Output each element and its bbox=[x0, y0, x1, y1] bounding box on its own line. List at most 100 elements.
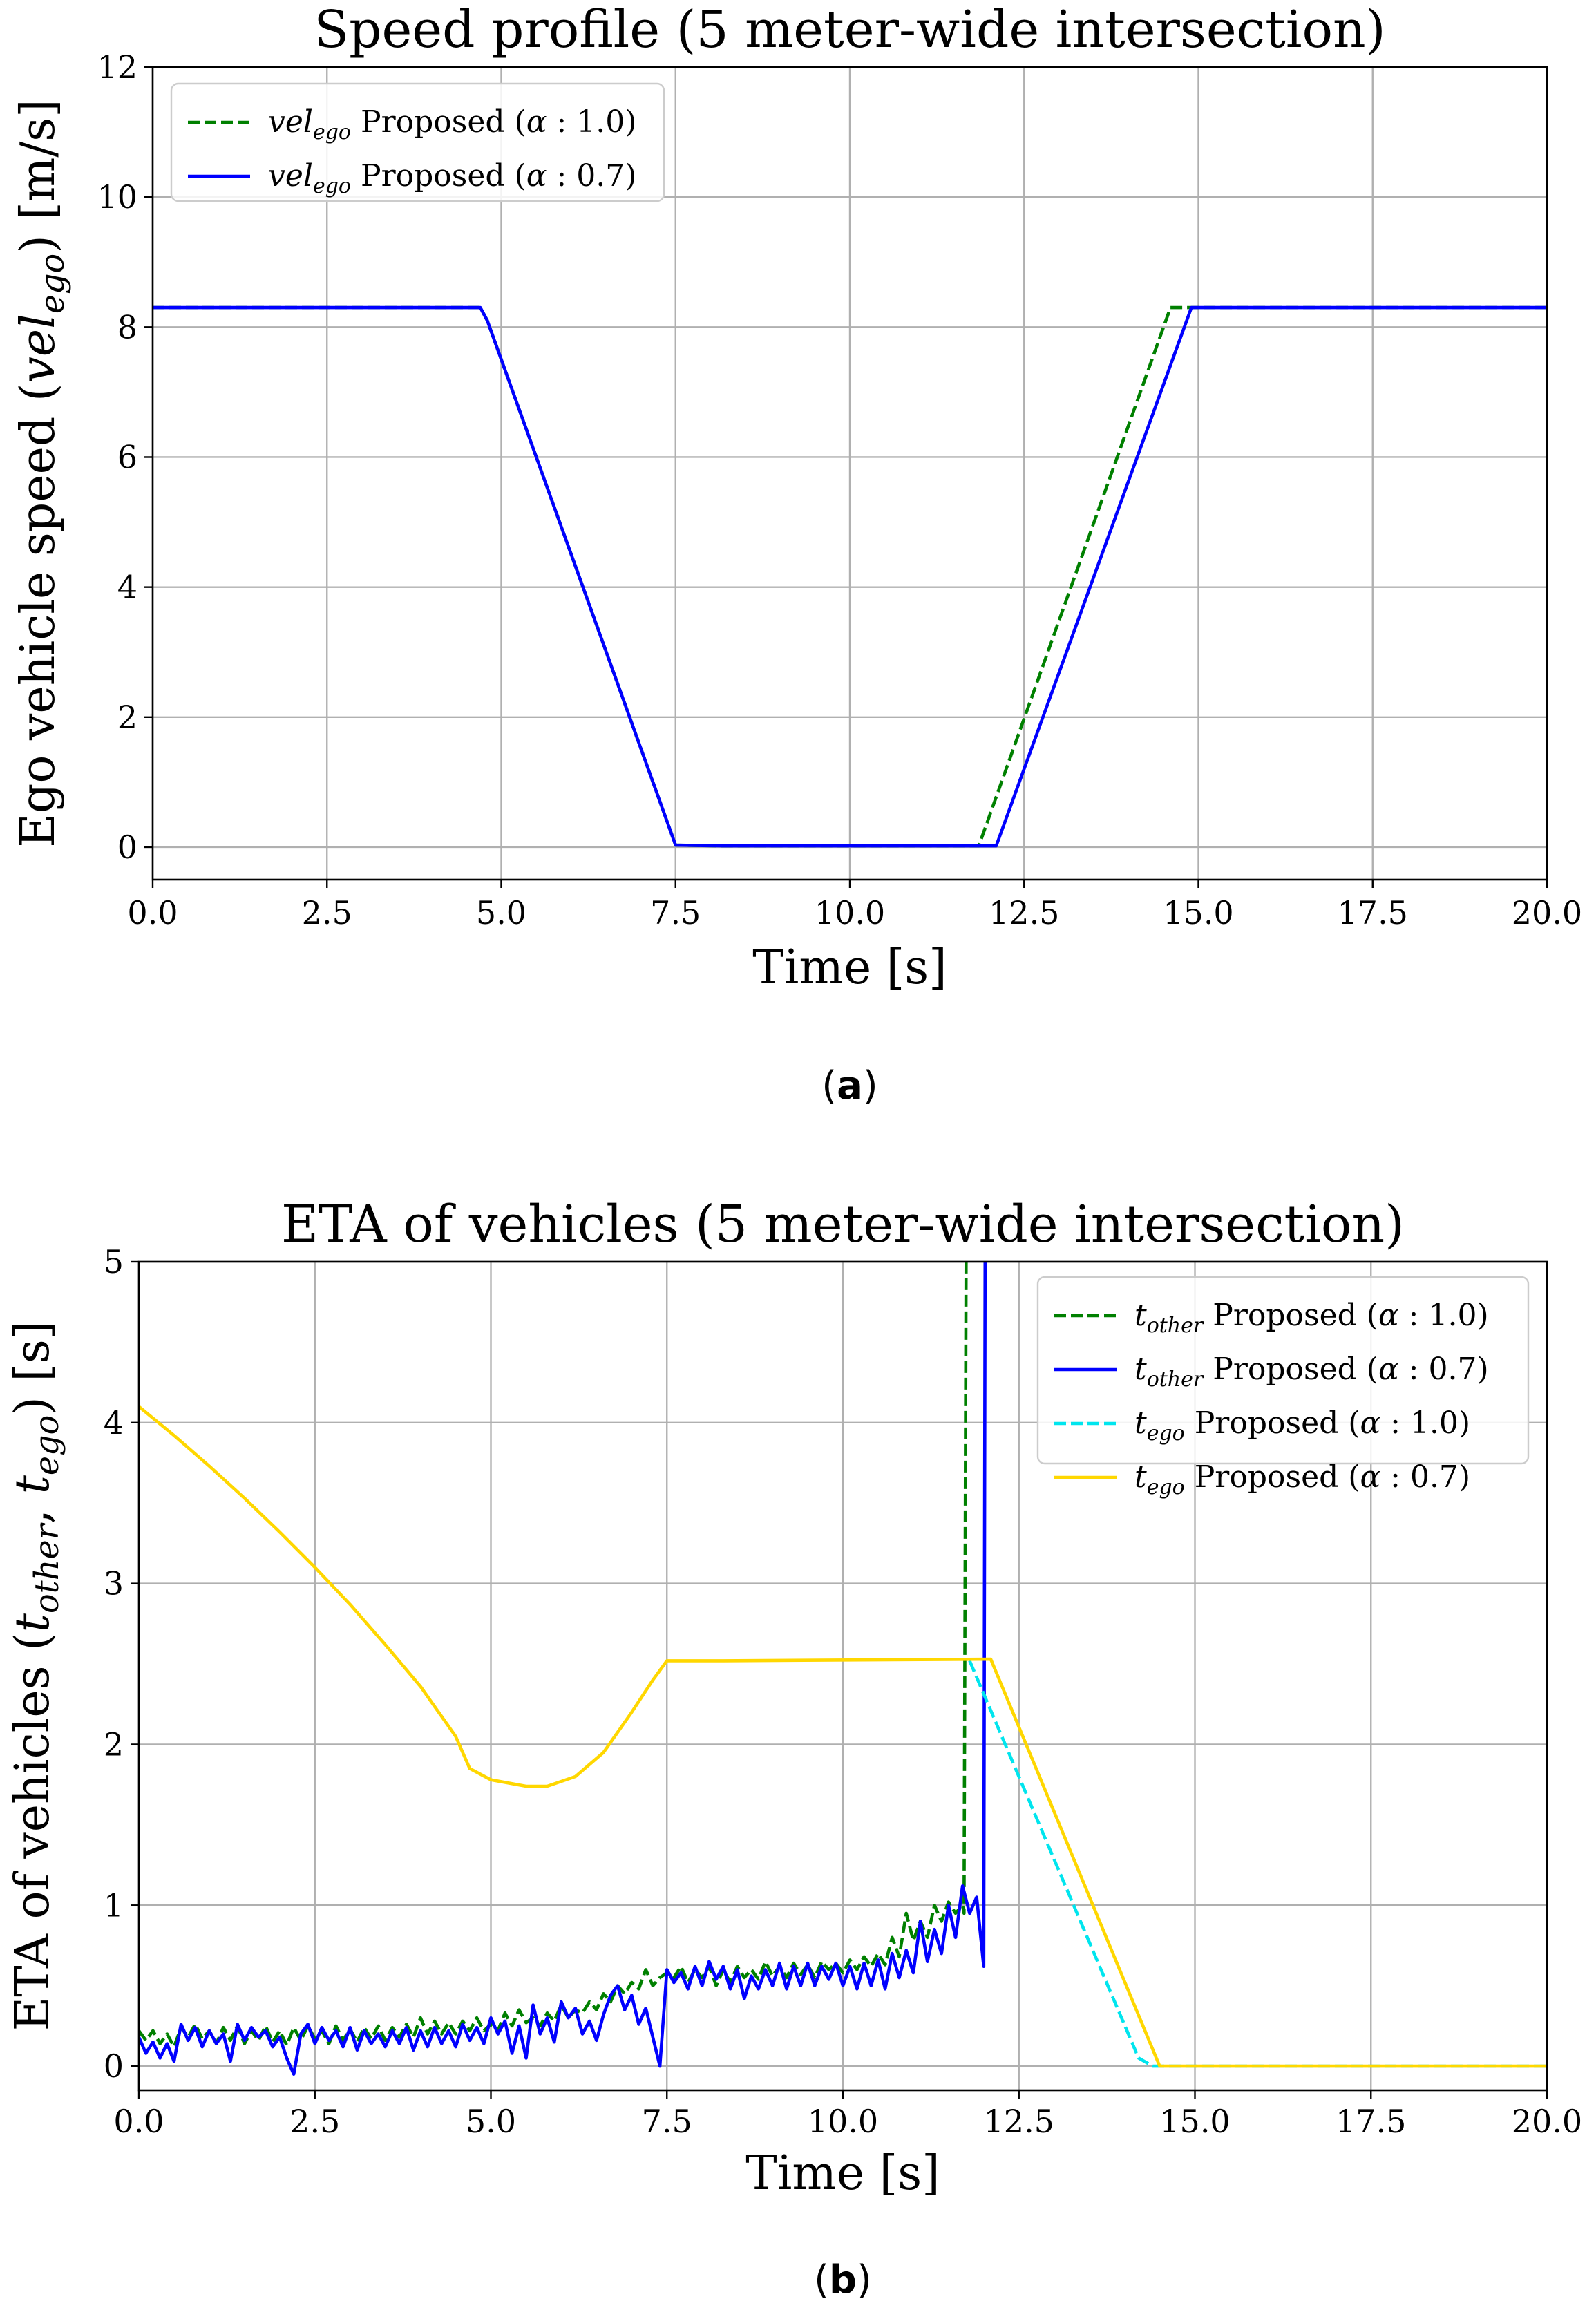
legend-text: Proposed ( bbox=[351, 158, 526, 193]
legend-math: α bbox=[1378, 1352, 1399, 1387]
x-tick-label: 10.0 bbox=[815, 894, 885, 931]
y-axis-label: ETA of vehicles (tother, tego) [s] bbox=[6, 1321, 66, 2032]
x-tick-label: 17.5 bbox=[1336, 2103, 1406, 2140]
x-tick-label: 2.5 bbox=[302, 894, 352, 931]
y-tick-label: 0 bbox=[117, 829, 137, 866]
x-tick-label: 12.5 bbox=[984, 2103, 1054, 2140]
series-line-b-2 bbox=[139, 1262, 987, 2076]
legend-math: vel bbox=[268, 158, 313, 193]
x-axis-label: Time [s] bbox=[745, 2146, 940, 2201]
legend-subscript: ego bbox=[313, 120, 351, 144]
x-tick-label: 0.0 bbox=[127, 894, 178, 931]
series-line-a-2 bbox=[153, 305, 1547, 848]
series-group-b bbox=[139, 1262, 1547, 2076]
legend-text: Proposed ( bbox=[1185, 1459, 1360, 1495]
ylabel-text: Ego vehicle speed ( bbox=[11, 384, 66, 848]
legend-math: α bbox=[1360, 1459, 1380, 1495]
legend-math: α bbox=[526, 158, 547, 193]
legend-subscript: other bbox=[1147, 1367, 1204, 1392]
y-tick-label: 6 bbox=[117, 438, 137, 475]
legend-math: α bbox=[1378, 1298, 1399, 1333]
y-tick-label: 1 bbox=[104, 1886, 124, 1924]
figure-caption: (a) bbox=[821, 1063, 878, 1108]
legend-label: tother Proposed (α : 0.7) bbox=[1134, 1352, 1489, 1392]
x-tick-label: 15.0 bbox=[1163, 894, 1233, 931]
legend-text: Proposed ( bbox=[1185, 1405, 1360, 1441]
legend-text: : 1.0) bbox=[547, 104, 636, 140]
legend-label: tego Proposed (α : 0.7) bbox=[1134, 1459, 1470, 1499]
legend-math: t bbox=[1134, 1459, 1147, 1495]
legend-a: velego Proposed (α : 1.0)velego Proposed… bbox=[170, 82, 665, 202]
legend-text: : 0.7) bbox=[1399, 1352, 1489, 1387]
ylabel-subscript: ego bbox=[34, 254, 72, 314]
x-tick-label: 15.0 bbox=[1159, 2103, 1230, 2140]
y-tick-label: 12 bbox=[97, 48, 137, 86]
x-tick-label: 20.0 bbox=[1512, 2103, 1582, 2140]
y-tick-label: 3 bbox=[104, 1565, 124, 1602]
y-tick-label: 2 bbox=[104, 1725, 124, 1763]
legend-math: vel bbox=[268, 104, 313, 140]
legend-b: tother Proposed (α : 1.0)tother Proposed… bbox=[1036, 1276, 1530, 1499]
ylabel-math: vel bbox=[11, 314, 66, 383]
ylabel-text: , bbox=[6, 1494, 60, 1524]
chart-title: Speed profile (5 meter-wide intersection… bbox=[314, 0, 1385, 59]
grid-a bbox=[151, 66, 1548, 880]
ylabel-subscript: other bbox=[28, 1522, 66, 1613]
ylabel-math: t bbox=[6, 1613, 60, 1632]
chart-a: 0.0 2.5 5.0 7.5 10.0 12.5 15.0 17.5 20.0 0 2 4 6 8 10 1… bbox=[11, 0, 1582, 1108]
legend-math: α bbox=[1360, 1405, 1380, 1441]
legend-label: velego Proposed (α : 1.0) bbox=[268, 104, 636, 144]
y-tick-label: 5 bbox=[104, 1243, 124, 1280]
x-tick-label: 7.5 bbox=[642, 2103, 692, 2140]
legend-box bbox=[1036, 1276, 1530, 1465]
y-tick-label: 8 bbox=[117, 308, 137, 345]
y-tick-label: 4 bbox=[104, 1404, 124, 1441]
series-line-b-4 bbox=[139, 1405, 1547, 2068]
series-line-b-3 bbox=[968, 1660, 1547, 2068]
x-tick-label: 5.0 bbox=[466, 2103, 516, 2140]
x-axis-label: Time [s] bbox=[752, 940, 947, 995]
legend-subscript: other bbox=[1147, 1314, 1204, 1338]
ylabel-text: ETA of vehicles ( bbox=[6, 1632, 60, 2031]
legend-box bbox=[170, 82, 665, 202]
x-tick-label: 2.5 bbox=[289, 2103, 340, 2140]
x-tick-label: 0.0 bbox=[113, 2103, 164, 2140]
legend-math: t bbox=[1134, 1352, 1147, 1387]
series-line-b-1 bbox=[139, 1262, 968, 2049]
chart-title: ETA of vehicles (5 meter-wide intersecti… bbox=[281, 1195, 1405, 1254]
legend-math: α bbox=[526, 104, 547, 140]
y-axis-b: 0 1 2 3 4 5 bbox=[104, 1243, 139, 2085]
legend-label: velego Proposed (α : 0.7) bbox=[268, 158, 636, 198]
series-group-a bbox=[153, 305, 1547, 848]
legend-text: Proposed ( bbox=[351, 104, 526, 140]
x-tick-label: 20.0 bbox=[1512, 894, 1582, 931]
y-tick-label: 4 bbox=[117, 569, 137, 606]
legend-math: t bbox=[1134, 1405, 1147, 1441]
legend-text: : 1.0) bbox=[1380, 1405, 1470, 1441]
x-tick-label: 10.0 bbox=[808, 2103, 878, 2140]
x-axis-a: 0.0 2.5 5.0 7.5 10.0 12.5 15.0 17.5 20.0 bbox=[127, 880, 1582, 931]
figure-caption: (b) bbox=[814, 2257, 872, 2302]
legend-subscript: ego bbox=[1147, 1475, 1185, 1499]
legend-text: : 1.0) bbox=[1399, 1298, 1489, 1333]
chart-b: 0.0 2.5 5.0 7.5 10.0 12.5 15.0 17.5 20.0 0 1 2 3 4 5 ET… bbox=[6, 1195, 1582, 2302]
x-tick-label: 12.5 bbox=[989, 894, 1059, 931]
legend-text: Proposed ( bbox=[1203, 1352, 1378, 1387]
y-tick-label: 0 bbox=[104, 2047, 124, 2085]
legend-text: : 0.7) bbox=[547, 158, 636, 193]
y-tick-label: 2 bbox=[117, 699, 137, 736]
series-line-a-1 bbox=[153, 305, 1547, 848]
x-tick-label: 5.0 bbox=[476, 894, 526, 931]
legend-math: t bbox=[1134, 1298, 1147, 1333]
ylabel-text: ) [s] bbox=[6, 1321, 60, 1415]
ylabel-text: ) [m/s] bbox=[11, 99, 66, 254]
legend-subscript: ego bbox=[313, 174, 351, 198]
ylabel-subscript: ego bbox=[28, 1415, 66, 1475]
y-axis-a: 0 2 4 6 8 10 12 bbox=[97, 48, 153, 866]
x-axis-b: 0.0 2.5 5.0 7.5 10.0 12.5 15.0 17.5 20.0 bbox=[113, 2090, 1582, 2140]
legend-subscript: ego bbox=[1147, 1421, 1185, 1446]
legend-text: : 0.7) bbox=[1380, 1459, 1470, 1495]
x-tick-label: 7.5 bbox=[650, 894, 701, 931]
legend-label: tother Proposed (α : 1.0) bbox=[1134, 1298, 1489, 1338]
